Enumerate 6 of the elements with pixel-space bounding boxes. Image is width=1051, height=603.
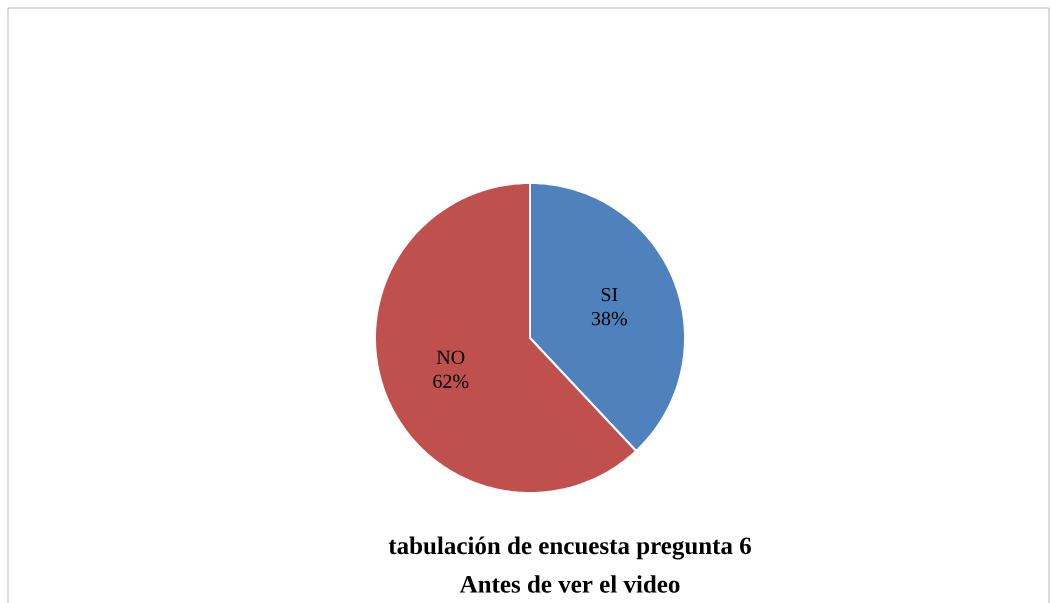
text: Antes de ver el video	[459, 575, 680, 593]
slice-label: SI	[601, 287, 618, 302]
data-label: 62%	[433, 374, 469, 388]
slice-label: NO	[436, 350, 465, 364]
data-label: 38%	[591, 311, 627, 326]
text: tabulación de encuesta pregunta 6	[388, 536, 751, 560]
